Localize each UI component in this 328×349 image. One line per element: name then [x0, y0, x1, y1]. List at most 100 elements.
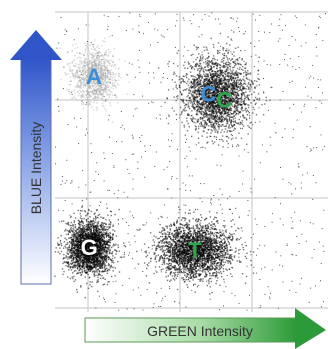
point-a	[87, 77, 89, 79]
point-c	[228, 118, 231, 120]
point-c	[228, 125, 230, 128]
point-a	[97, 80, 99, 83]
point-a	[108, 62, 110, 64]
point-a	[91, 48, 93, 50]
point-a	[108, 52, 110, 54]
point-a	[73, 75, 75, 77]
noise-point	[298, 56, 300, 57]
point-a	[101, 81, 103, 83]
point-a	[108, 81, 110, 83]
point-c	[238, 83, 241, 86]
point-a	[97, 81, 100, 83]
point-a	[66, 64, 69, 66]
point-a	[83, 76, 85, 78]
point-a	[94, 54, 96, 57]
point-a	[94, 65, 97, 67]
noise-point	[286, 245, 288, 246]
noise-point	[219, 49, 221, 51]
point-c	[211, 102, 213, 104]
point-c	[231, 103, 233, 106]
point-a	[85, 76, 88, 78]
point-c	[199, 81, 201, 83]
point-c	[184, 134, 187, 136]
noise-point	[266, 64, 268, 66]
point-c	[229, 63, 232, 65]
point-a	[83, 79, 85, 82]
point-a	[95, 69, 98, 72]
noise-point	[244, 49, 246, 51]
point-a	[111, 77, 114, 79]
point-c	[206, 109, 208, 111]
point-c	[220, 131, 222, 134]
point-c	[210, 72, 212, 75]
point-c	[184, 61, 186, 63]
point-c	[217, 74, 219, 76]
point-c	[227, 59, 229, 61]
noise-point	[63, 66, 65, 68]
point-c	[216, 104, 219, 106]
point-c	[217, 125, 219, 127]
point-c	[202, 111, 205, 113]
noise-point	[151, 248, 153, 250]
point-c	[181, 93, 183, 95]
point-c	[183, 89, 186, 91]
point-c	[192, 118, 194, 120]
point-a	[89, 95, 91, 97]
point-c	[216, 108, 218, 110]
point-c	[235, 63, 237, 66]
point-c	[237, 74, 239, 77]
point-c	[233, 87, 235, 90]
point-a	[88, 86, 90, 89]
point-c	[205, 112, 208, 114]
point-c	[237, 90, 239, 92]
point-a	[94, 69, 97, 71]
noise-point	[168, 66, 170, 68]
point-c	[216, 75, 218, 77]
point-a	[95, 62, 97, 64]
noise-point	[298, 243, 300, 244]
point-a	[85, 76, 88, 78]
noise-point	[126, 221, 128, 223]
noise-point	[231, 102, 233, 104]
noise-point	[151, 101, 153, 103]
point-a	[76, 86, 78, 88]
noise-point	[123, 191, 125, 193]
point-a	[78, 66, 80, 69]
point-a	[94, 89, 96, 91]
point-c	[173, 110, 175, 112]
noise-point	[185, 189, 187, 191]
point-a	[98, 64, 100, 66]
point-c	[226, 84, 229, 86]
point-c	[221, 80, 224, 82]
point-c	[236, 73, 239, 76]
point-c	[235, 122, 238, 124]
point-c	[197, 105, 200, 107]
point-c	[193, 88, 195, 90]
point-c	[199, 75, 201, 78]
point-c	[193, 92, 196, 94]
point-c	[214, 58, 216, 61]
point-a	[105, 59, 107, 62]
point-c	[224, 117, 227, 120]
point-c	[250, 80, 253, 82]
point-a	[98, 78, 100, 80]
point-c	[194, 84, 196, 87]
point-c	[192, 61, 195, 63]
point-a	[103, 61, 105, 63]
point-a	[92, 66, 94, 68]
point-c	[222, 109, 224, 112]
point-c	[261, 103, 263, 106]
point-c	[212, 83, 214, 85]
noise-point	[256, 254, 258, 256]
point-c	[243, 92, 245, 94]
noise-point	[70, 182, 72, 184]
point-a	[77, 75, 79, 77]
point-a	[89, 78, 91, 80]
point-a	[98, 63, 100, 66]
point-a	[94, 78, 97, 81]
point-c	[185, 73, 188, 75]
point-c	[223, 98, 226, 101]
point-c	[237, 145, 240, 147]
point-a	[81, 69, 84, 72]
point-c	[227, 105, 229, 108]
